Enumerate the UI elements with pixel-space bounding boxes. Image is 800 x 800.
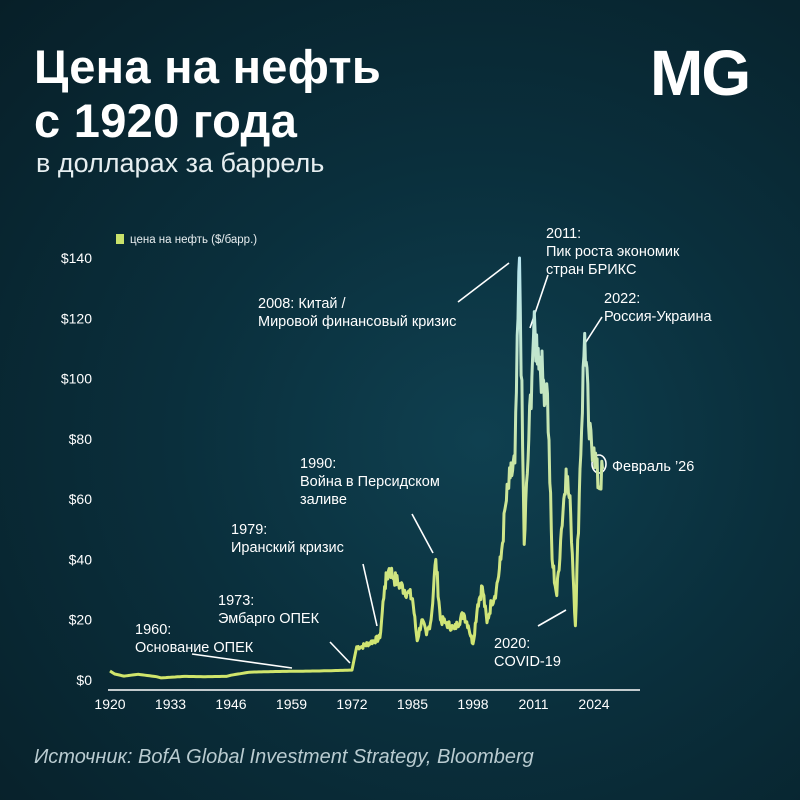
annotation-connector xyxy=(411,513,434,554)
x-tick-label: 1933 xyxy=(155,696,186,712)
legend-label: цена на нефть ($/барр.) xyxy=(130,234,257,246)
page-subtitle: в долларах за баррель xyxy=(36,148,325,178)
annotation-connector xyxy=(191,653,293,669)
annotation-connector xyxy=(362,563,378,627)
y-tick-label: $100 xyxy=(61,371,92,387)
annotation-line: 1960: xyxy=(135,622,171,638)
source-note: Источник: BofA Global Investment Strateg… xyxy=(34,746,534,768)
annotation-2008: 2008: Китай / Мировой финансовый кризис xyxy=(258,296,456,330)
y-tick-label: $0 xyxy=(76,672,92,688)
annotation-line: заливе xyxy=(300,492,347,508)
annotation-line: Основание ОПЕК xyxy=(135,640,254,656)
annotation-line: стран БРИКС xyxy=(546,262,636,278)
annotation-connector xyxy=(329,641,351,664)
annotation-line: 2022: xyxy=(604,291,640,307)
legend: цена на нефть ($/барр.) xyxy=(116,234,257,246)
annotation-line: Война в Персидском xyxy=(300,474,440,490)
page-title: Цена на нефть с 1920 года xyxy=(34,40,381,148)
x-tick-label: 1998 xyxy=(457,696,488,712)
legend-swatch xyxy=(116,234,124,244)
y-tick-label: $40 xyxy=(69,551,93,567)
annotation-line: 2008: Китай / xyxy=(258,296,347,312)
y-tick-label: $20 xyxy=(69,612,93,628)
annotation-line: 1973: xyxy=(218,593,254,609)
annotation-line: COVID-19 xyxy=(494,654,561,670)
annotation-line: 1990: xyxy=(300,456,336,472)
annotation-line: 1979: xyxy=(231,522,267,538)
title-line-2: с 1920 года xyxy=(34,94,298,147)
annotation-line: 2011: xyxy=(546,226,581,242)
feb-2026-marker xyxy=(591,454,607,474)
annotations: 1960: Основание ОПЕК 1973: Эмбарго ОПЕК 1979… xyxy=(135,226,713,670)
annotation-line: Иранский кризис xyxy=(231,540,344,556)
annotation-2022: 2022: Россия-Украина xyxy=(604,291,713,325)
series-group xyxy=(109,256,605,680)
annotation-1990: 1990: Война в Персидском заливе xyxy=(300,456,440,508)
mg-logo: MG xyxy=(650,37,751,109)
annotation-line: Россия-Украина xyxy=(604,309,713,325)
x-tick-label: 2011 xyxy=(518,696,548,712)
annotation-connector xyxy=(457,262,510,303)
annotation-line: Февраль ’26 xyxy=(612,459,694,475)
x-tick-label: 2024 xyxy=(578,696,609,712)
annotation-1960: 1960: Основание ОПЕК xyxy=(135,622,254,656)
x-tick-label: 1920 xyxy=(94,696,125,712)
annotation-2011: 2011: Пик роста экономик стран БРИКС xyxy=(546,226,680,278)
y-tick-label: $120 xyxy=(61,310,92,326)
x-tick-label: 1959 xyxy=(276,696,307,712)
x-tick-label: 1972 xyxy=(336,696,367,712)
y-tick-label: $60 xyxy=(69,491,93,507)
title-line-1: Цена на нефть xyxy=(34,40,382,93)
annotation-connector xyxy=(583,316,603,346)
annotation-line: Мировой финансовый кризис xyxy=(258,314,456,330)
annotation-2020: 2020: COVID-19 xyxy=(494,636,561,670)
y-tick-label: $140 xyxy=(61,250,92,266)
y-tick-label: $80 xyxy=(69,431,93,447)
x-tick-label: 1985 xyxy=(397,696,428,712)
annotation-line: Пик роста экономик xyxy=(546,244,680,260)
annotation-1979: 1979: Иранский кризис xyxy=(231,522,344,556)
annotation-1973: 1973: Эмбарго ОПЕК xyxy=(218,593,320,627)
annotation-2026: Февраль ’26 xyxy=(612,459,694,475)
oil-price-line xyxy=(109,256,605,680)
axis-ticks: $0 $20 $40 $60 $80 $100 $120 $140 1920 1933 1946 19… xyxy=(61,250,610,712)
annotation-line: 2020: xyxy=(494,636,530,652)
x-tick-label: 1946 xyxy=(215,696,246,712)
annotation-line: Эмбарго ОПЕК xyxy=(218,611,320,627)
annotation-connector xyxy=(537,609,567,627)
